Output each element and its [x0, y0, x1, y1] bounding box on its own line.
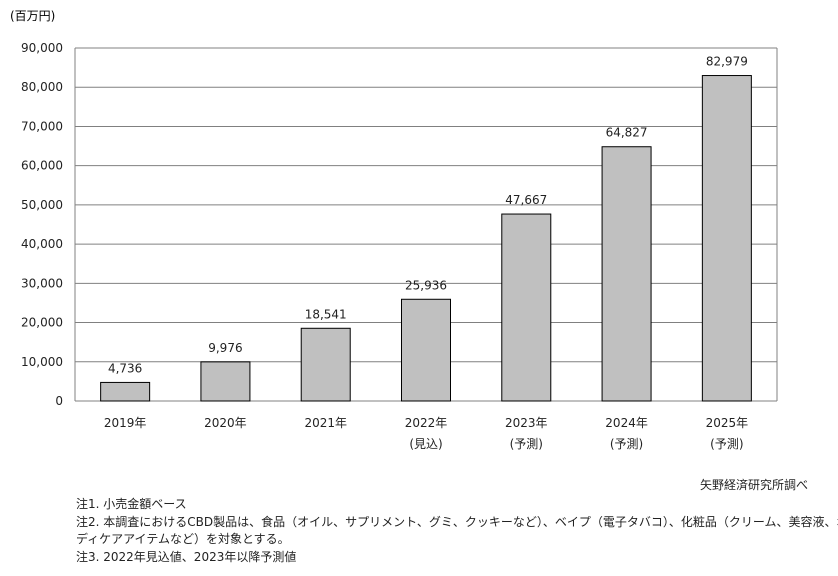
x-tick-sublabel: (予測) — [710, 437, 743, 451]
note-2-continued: ディケアアイテムなど）を対象とする。 — [76, 532, 290, 546]
y-tick-label: 70,000 — [21, 119, 63, 133]
y-tick-label: 40,000 — [21, 237, 63, 251]
x-tick-sublabel: (見込) — [409, 437, 442, 451]
data-label: 64,827 — [606, 126, 648, 140]
y-tick-label: 90,000 — [21, 41, 63, 55]
data-label: 25,936 — [405, 278, 447, 292]
y-tick-label: 30,000 — [21, 276, 63, 290]
bar — [701, 75, 752, 402]
data-label: 18,541 — [305, 307, 347, 321]
note-3: 注3. 2022年見込値、2023年以降予測値 — [76, 550, 297, 564]
data-labels: 4,736 9,976 18,541 25,936 47,667 64,827 82,979 — [108, 55, 748, 376]
y-axis-ticks: 0 10,000 20,000 30,000 40,000 50,000 60,000 70,… — [21, 41, 63, 408]
x-axis-labels: 2019年 2020年 2021年 2022年 (見込) 2023年 (予測) 2024年 (予… — [104, 416, 748, 451]
bar — [401, 298, 451, 402]
data-label: 82,979 — [706, 55, 748, 69]
x-tick-sublabel: (予測) — [510, 437, 543, 451]
data-label: 47,667 — [505, 193, 547, 207]
x-tick-label: 2023年 — [505, 416, 548, 430]
y-tick-label: 0 — [55, 394, 63, 408]
note-1: 注1. 小売金額ベース — [76, 497, 187, 511]
x-tick-label: 2019年 — [104, 416, 147, 430]
x-tick-label: 2021年 — [304, 416, 347, 430]
x-tick-label: 2020年 — [204, 416, 247, 430]
bars — [100, 75, 752, 402]
bar — [300, 327, 351, 402]
y-tick-label: 20,000 — [21, 316, 63, 330]
x-tick-label: 2024年 — [605, 416, 648, 430]
source-note: 矢野経済研究所調べ — [699, 478, 808, 492]
x-tick-label: 2022年 — [405, 416, 448, 430]
y-tick-label: 10,000 — [21, 355, 63, 369]
x-tick-label: 2025年 — [706, 416, 749, 430]
bar-chart: (百万円) 0 10,000 20,000 30,000 40,000 50,000 60,… — [10, 9, 778, 451]
bar — [200, 361, 251, 402]
y-tick-label: 50,000 — [21, 198, 63, 212]
bar — [501, 213, 552, 402]
x-tick-sublabel: (予測) — [610, 437, 643, 451]
y-unit-label: (百万円) — [10, 9, 55, 23]
y-tick-label: 80,000 — [21, 80, 63, 94]
data-label: 4,736 — [108, 361, 142, 375]
bar — [601, 146, 652, 402]
bar — [100, 381, 151, 402]
note-2: 注2. 本調査におけるCBD製品は、食品（オイル、サプリメント、グミ、クッキーな… — [76, 515, 838, 529]
data-label: 9,976 — [208, 341, 242, 355]
y-tick-label: 60,000 — [21, 159, 63, 173]
